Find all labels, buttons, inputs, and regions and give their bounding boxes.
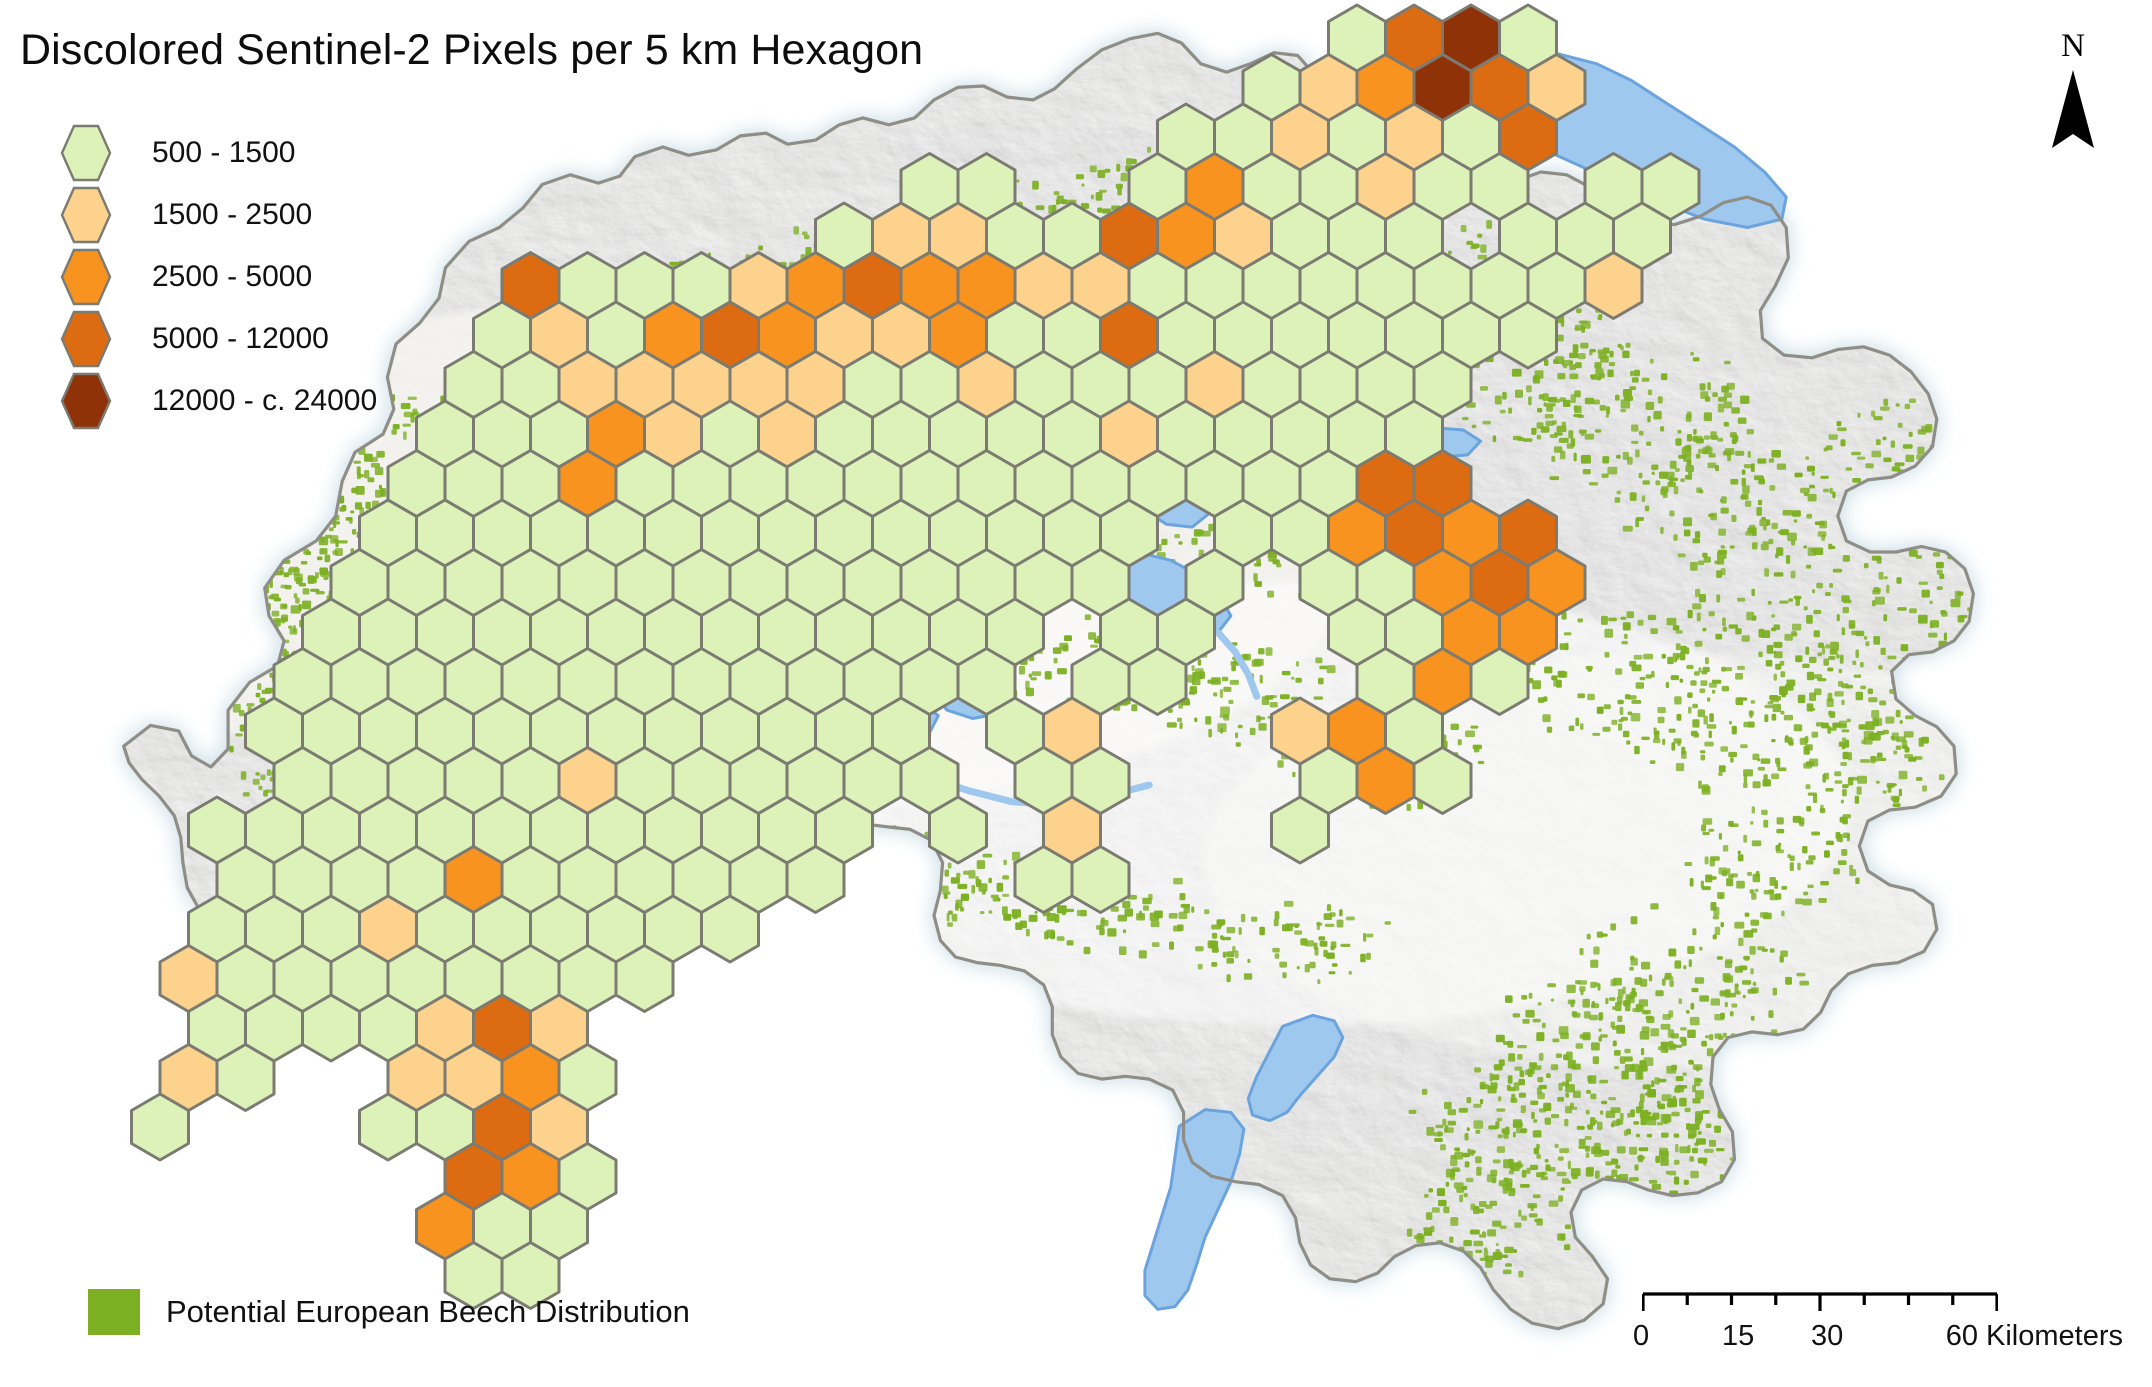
hexagon-cell [1127, 647, 1188, 716]
legend-classes: 500 - 1500 1500 - 2500 2500 - 5000 5000 - 1… [60, 122, 377, 432]
hexagon-cell [130, 1092, 190, 1162]
legend-class-label: 2500 - 5000 [152, 260, 313, 293]
hexagon-cell [500, 1241, 561, 1310]
legend-class-label: 5000 - 12000 [152, 322, 329, 355]
legend-hex-swatch [60, 372, 112, 430]
lake [1143, 1108, 1246, 1311]
hexagon-grid-layer [130, 3, 1701, 1310]
legend-class-row: 500 - 1500 [60, 122, 377, 184]
legend-hex-swatch [60, 186, 112, 244]
hexagon-cell [614, 944, 675, 1013]
hexagon-cell [301, 993, 361, 1063]
river [1214, 629, 1261, 700]
hexagon-cell [1355, 746, 1416, 815]
hexagon-cell [1013, 845, 1074, 914]
country-border-layer [122, 31, 1975, 1331]
lake [1246, 1013, 1345, 1123]
hexagon-cell [215, 1043, 276, 1112]
hexagon-cell [700, 894, 760, 964]
legend-class-label: 1500 - 2500 [152, 198, 313, 231]
hexagon-cell [358, 1092, 418, 1162]
legend-class-label: 12000 - c. 24000 [152, 384, 378, 417]
scale-unit-label: Kilometers [1986, 1320, 2123, 1352]
north-letter: N [2061, 28, 2085, 64]
legend-hex-swatch [60, 248, 112, 306]
hexagon-cell [1469, 647, 1530, 716]
hexagon-cell [1498, 300, 1558, 370]
hexagon-cell [1412, 746, 1473, 815]
hexagon-cell [1270, 795, 1330, 865]
legend-hex-swatch [60, 124, 112, 182]
north-arrow: N [2040, 30, 2106, 150]
hexagon-cell [785, 845, 846, 914]
hexagon-cell [1583, 251, 1644, 320]
scale-label-60: 60 [1945, 1320, 1978, 1352]
scale-label-30: 30 [1811, 1320, 1844, 1352]
page-title: Discolored Sentinel-2 Pixels per 5 km He… [20, 26, 924, 74]
beech-color-swatch [88, 1289, 140, 1335]
north-arrow-icon [2052, 70, 2094, 148]
legend-hex-swatch [60, 310, 112, 368]
legend-class-row: 2500 - 5000 [60, 246, 377, 308]
beech-legend-label: Potential European Beech Distribution [166, 1294, 690, 1329]
hexagon-cell [1070, 845, 1131, 914]
legend-class-row: 5000 - 12000 [60, 308, 377, 370]
legend-beech: Potential European Beech Distribution [88, 1289, 690, 1335]
legend-class-row: 12000 - c. 24000 [60, 370, 377, 432]
scale-bar: 0 15 30 60 Kilometers [1633, 1288, 2123, 1354]
legend-class-row: 1500 - 2500 [60, 184, 377, 246]
hexagon-cell [928, 795, 988, 865]
scale-label-15: 15 [1722, 1320, 1755, 1352]
scale-bar-graphic [1642, 1292, 1998, 1311]
scale-bar-labels: 0 15 30 60 Kilometers [1633, 1320, 2123, 1354]
scale-label-0: 0 [1633, 1320, 1650, 1352]
legend-class-label: 500 - 1500 [152, 136, 296, 169]
